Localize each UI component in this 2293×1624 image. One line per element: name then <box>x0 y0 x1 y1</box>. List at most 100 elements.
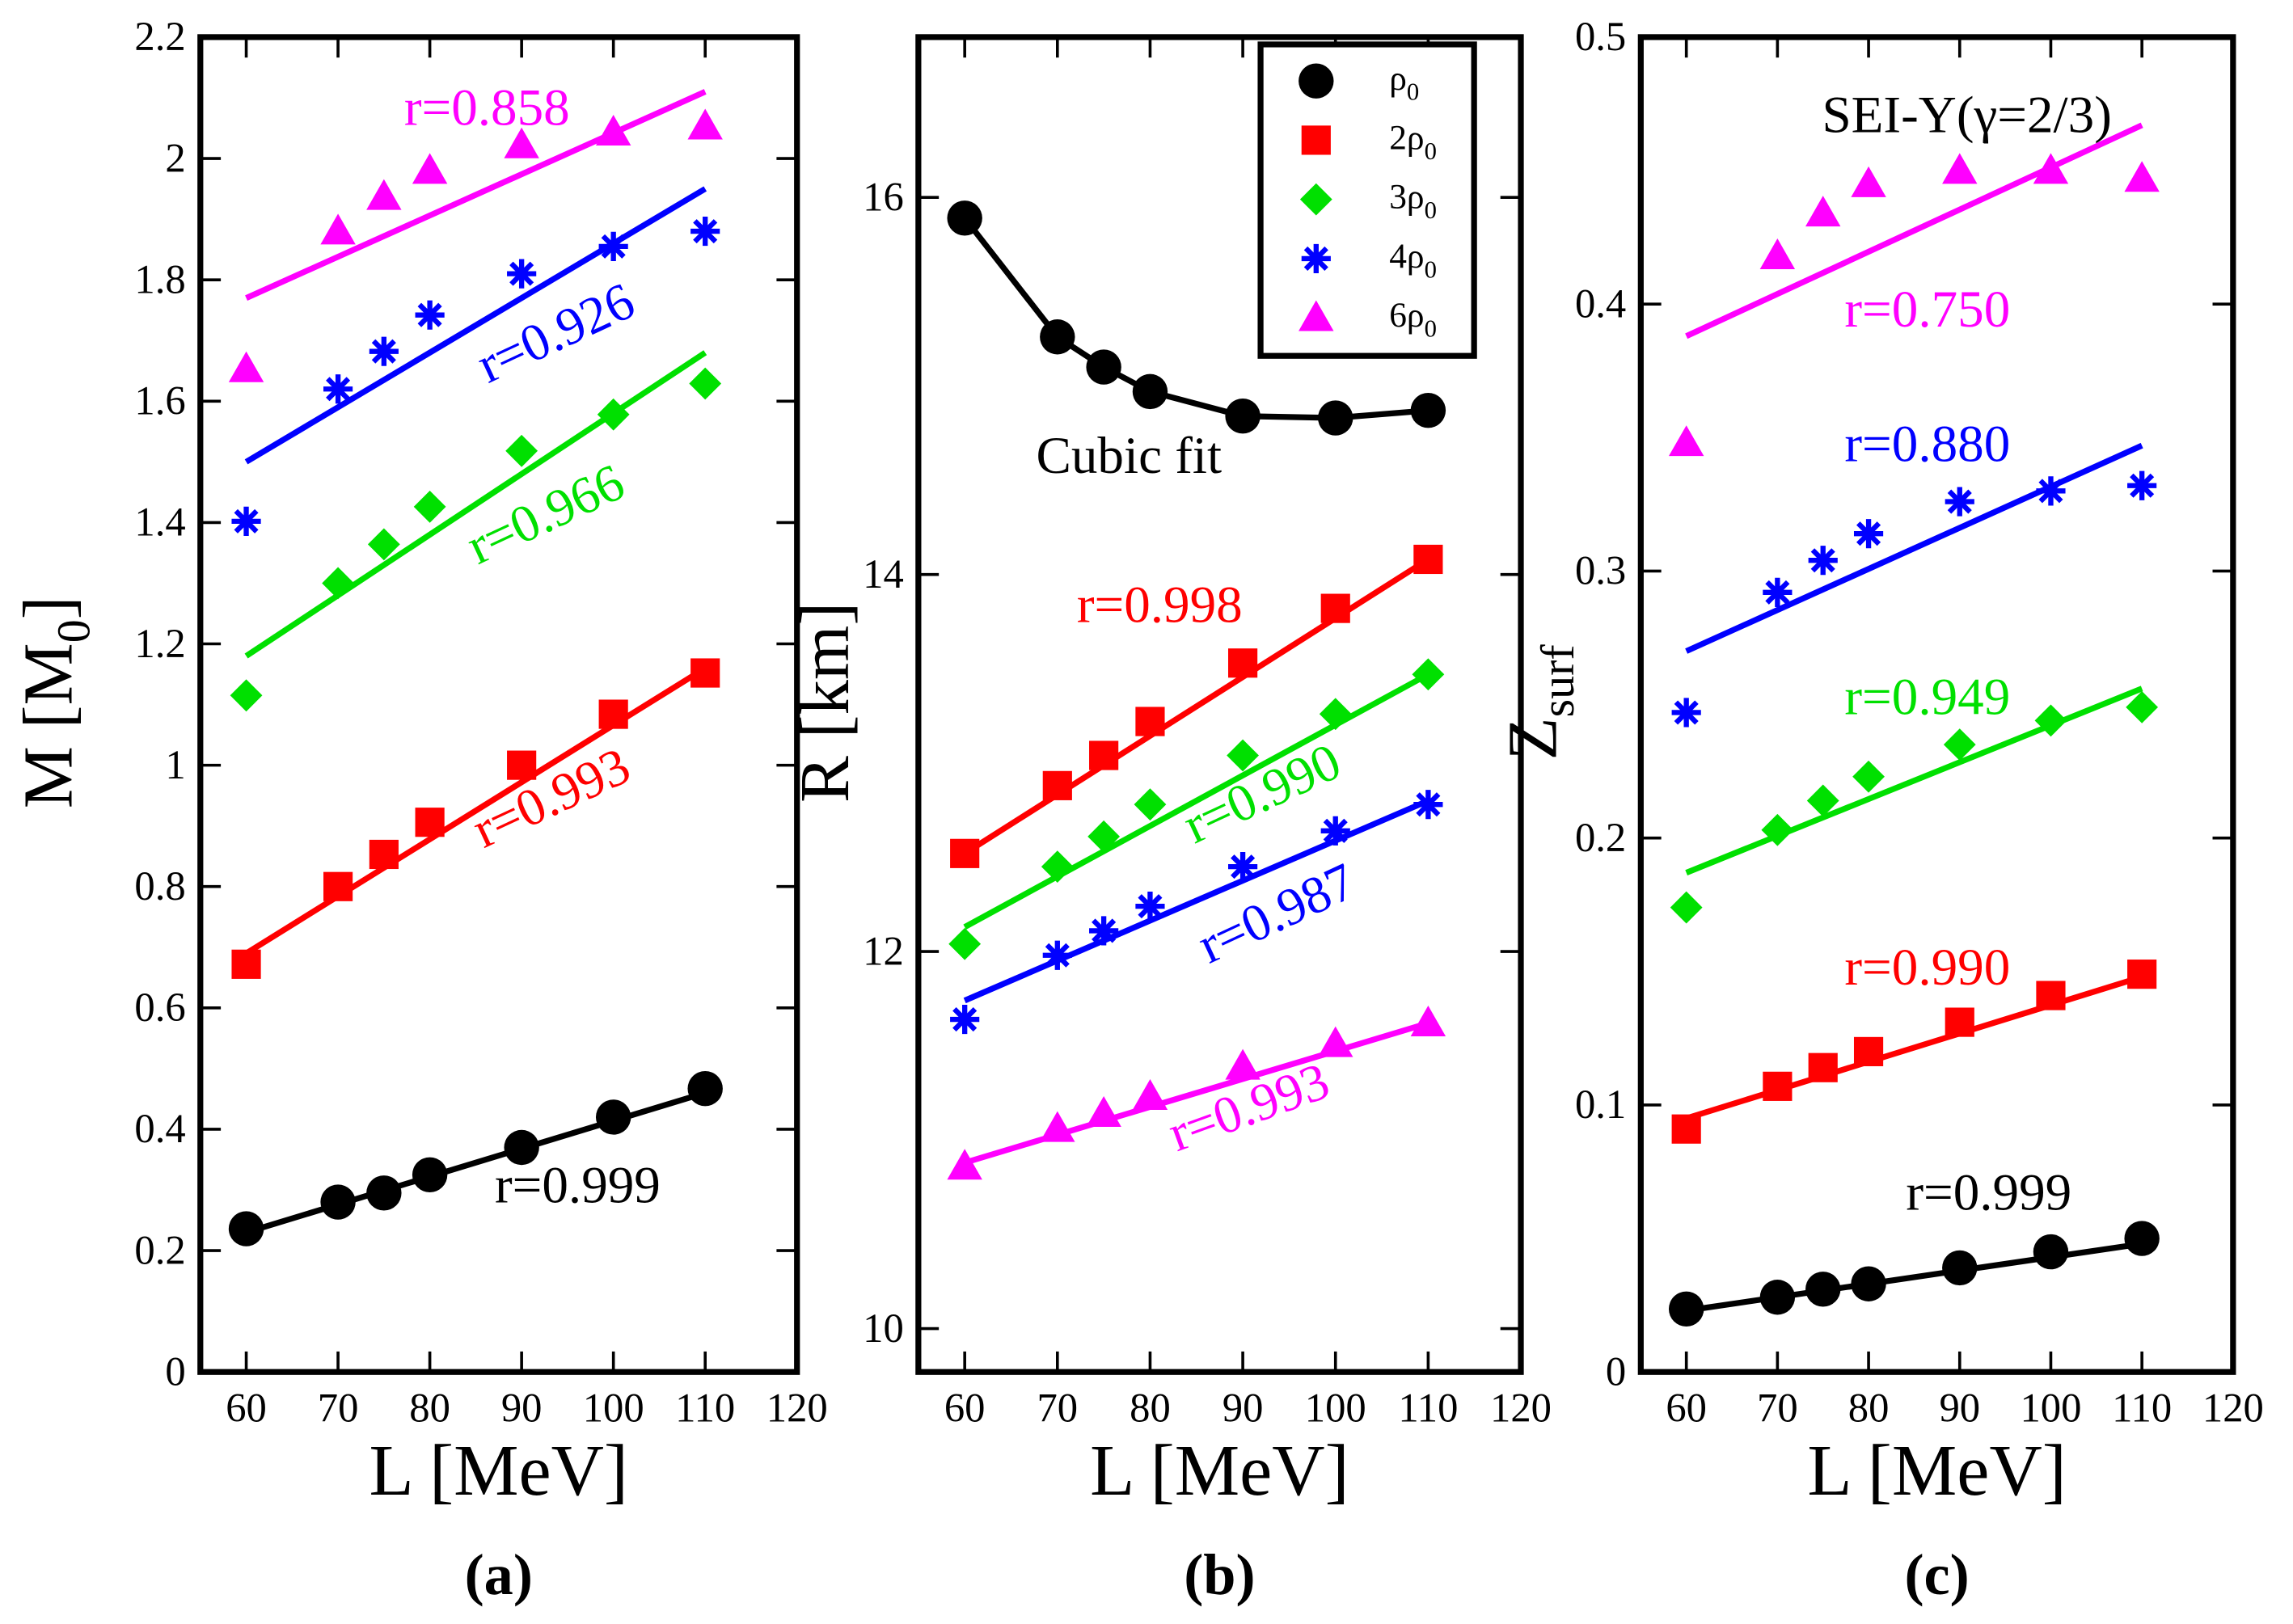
marker-triangle <box>1318 1026 1353 1057</box>
correlation-label: r=0.990 <box>1844 939 2010 997</box>
marker-star <box>1808 546 1838 576</box>
series-circle <box>1668 1221 2160 1327</box>
y-tick-label: 0.8 <box>134 863 185 909</box>
y-tick-label: 1.8 <box>134 256 185 302</box>
star-stroke <box>1765 580 1790 605</box>
panel-b: 60 70 80 90 100 110 120 10 12 14 16 r=0.998 r=0.990r… <box>786 34 1552 1607</box>
marker-diamond <box>1670 891 1703 924</box>
legend-label: 3ρ0 <box>1389 178 1437 225</box>
marker-diamond <box>1806 784 1839 817</box>
x-tick-label: 110 <box>2112 1386 2172 1431</box>
marker-star <box>1945 487 1974 517</box>
marker-triangle <box>2033 153 2069 184</box>
star-stroke <box>693 219 718 244</box>
correlation-label: r=0.999 <box>495 1156 661 1214</box>
marker-star <box>1763 577 1793 607</box>
marker-triangle <box>595 115 631 146</box>
series-triangle <box>228 89 723 382</box>
star-stroke <box>601 234 626 259</box>
marker-circle <box>1410 393 1446 428</box>
marker-triangle <box>1299 300 1334 331</box>
fit-line <box>1685 973 2143 1121</box>
legend-label-subscript: 0 <box>1425 255 1437 283</box>
x-axis-label: L [MeV] <box>369 1429 628 1511</box>
panel-label: (a) <box>465 1542 533 1607</box>
panel-label: (c) <box>1904 1542 1969 1607</box>
y-tick-label: 0.4 <box>1575 281 1626 326</box>
marker-star <box>323 374 353 404</box>
y-tick-label: 2.2 <box>134 14 185 59</box>
marker-diamond <box>1761 813 1794 846</box>
y-tick-label: 0 <box>165 1349 185 1394</box>
fit-line <box>244 350 707 659</box>
correlation-label: r=0.998 <box>1077 576 1243 634</box>
marker-circle <box>1668 1291 1704 1327</box>
series-diamond <box>948 658 1445 960</box>
y-tick-label: 0.6 <box>134 985 185 1030</box>
fit-line <box>244 186 707 465</box>
marker-triangle <box>1668 425 1704 457</box>
correlation-label: r=0.993 <box>464 736 639 859</box>
series-square <box>231 658 720 979</box>
marker-circle <box>1040 319 1075 355</box>
marker-circle <box>2033 1234 2069 1270</box>
correlation-label: r=0.926 <box>468 272 643 394</box>
star-stroke <box>234 508 259 534</box>
marker-square <box>1042 770 1072 800</box>
marker-diamond <box>1319 698 1352 731</box>
marker-diamond <box>1852 760 1885 793</box>
legend-label-subscript: 0 <box>1425 315 1437 343</box>
y-tick-label: 2 <box>165 135 185 180</box>
marker-triangle <box>947 1149 982 1180</box>
star-stroke <box>1138 894 1163 919</box>
x-tick-label: 90 <box>1223 1386 1264 1431</box>
marker-square <box>323 871 353 901</box>
star-stroke <box>1947 489 1972 514</box>
fit-line <box>245 89 707 301</box>
x-tick-label: 70 <box>318 1386 359 1431</box>
star-stroke <box>1092 918 1117 943</box>
marker-star <box>1301 243 1331 274</box>
series-triangle <box>947 1006 1446 1180</box>
correlation-label: r=0.987 <box>1189 852 1364 975</box>
y-tick-label: 0.1 <box>1575 1082 1626 1127</box>
marker-square <box>1301 125 1331 155</box>
marker-triangle <box>1759 238 1796 269</box>
marker-diamond <box>230 679 263 712</box>
marker-diamond <box>2126 690 2159 723</box>
series-circle <box>947 200 1446 436</box>
marker-square <box>1671 1114 1701 1144</box>
marker-triangle <box>320 213 356 245</box>
star-stroke <box>1045 943 1070 968</box>
x-tick-label: 80 <box>409 1386 450 1431</box>
star-stroke <box>1323 818 1348 843</box>
marker-square <box>1413 544 1443 575</box>
y-axis-label: R [km] <box>786 602 864 803</box>
star-stroke <box>371 339 396 364</box>
marker-square <box>369 839 399 870</box>
y-tick-label: 0 <box>1606 1349 1626 1394</box>
x-tick-label: 100 <box>583 1386 644 1431</box>
series-star <box>231 186 720 536</box>
y-tick-label: 0.3 <box>1575 548 1626 593</box>
marker-square <box>2036 981 2066 1010</box>
y-axis-label-ylabel-sub: surf <box>1531 644 1584 718</box>
marker-square <box>231 949 261 979</box>
marker-square <box>2127 960 2157 989</box>
marker-star <box>690 217 720 247</box>
marker-triangle <box>1086 1095 1121 1127</box>
marker-star <box>507 259 537 289</box>
marker-square <box>1853 1036 1884 1066</box>
marker-triangle <box>1851 166 1886 197</box>
legend-label-subscript: 0 <box>1407 78 1419 106</box>
marker-circle <box>947 200 982 236</box>
correlation-label: r=0.750 <box>1844 281 2010 339</box>
marker-circle <box>1805 1272 1841 1307</box>
marker-triangle <box>2124 161 2160 192</box>
marker-diamond <box>1412 658 1445 691</box>
marker-star <box>1320 816 1350 846</box>
marker-diamond <box>1134 788 1167 821</box>
legend-label: ρ0 <box>1389 59 1419 106</box>
marker-diamond <box>322 567 354 600</box>
